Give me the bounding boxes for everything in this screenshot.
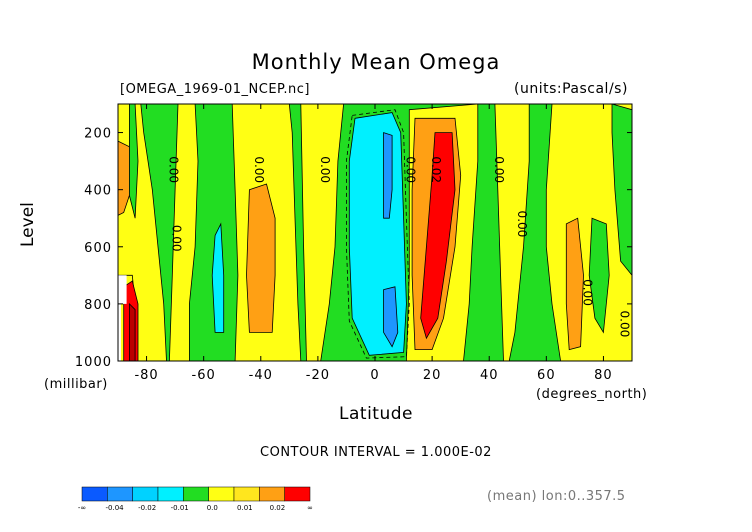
x-tick-label-0: -80: [134, 368, 158, 383]
region-cyan-equator: [348, 112, 407, 356]
colorbar-label-0: -∞: [78, 504, 86, 512]
region-red-north20: [420, 132, 456, 340]
region-darkred-southpole-low: [129, 302, 136, 362]
contour-label-2: 0.00: [252, 156, 266, 183]
x-tick-label-5: 20: [423, 368, 442, 383]
region-yellow-north50: [494, 103, 530, 362]
x-tick-label-8: 80: [594, 368, 613, 383]
contour-label-0: 0.00: [166, 156, 180, 183]
contour-labels: 0.00 0.00 0.00 0.00 0.00 0.02 0.00 0.00 0.00 0.00: [166, 156, 631, 337]
y-tick-label-4: 1000: [75, 355, 112, 370]
x-tick-label-2: -40: [249, 368, 273, 383]
region-orange-north70: [565, 217, 584, 351]
contour-label-1: 0.00: [169, 225, 183, 252]
region-blue-equator-lower: [383, 286, 399, 348]
file-label: [OMEGA_1969-01_NCEP.nc]: [120, 82, 310, 97]
x-tick-label-4: 0: [370, 368, 379, 383]
contour-interval-label: CONTOUR INTERVAL = 1.000E-02: [260, 445, 492, 460]
colorbar-swatch-2: [132, 486, 159, 502]
colorbar-label-6: 0.02: [270, 504, 286, 512]
x-axis-ticks: -80 -60 -40 -20 0 20 40 60 80: [134, 104, 612, 383]
footer-mean-label: (mean) lon:0..357.5: [487, 489, 626, 504]
colorbar-swatch-1: [107, 486, 133, 502]
contour-lines: [346, 109, 410, 359]
region-yellow-minus20: [300, 103, 345, 362]
colorbar-label-3: -0.01: [171, 504, 189, 512]
x-tick-label-3: -20: [306, 368, 330, 383]
y-tick-label-3: 800: [84, 298, 112, 313]
chart-title: Monthly Mean Omega: [251, 50, 501, 74]
x-tick-label-1: -60: [192, 368, 216, 383]
y-axis-ticks: 200 400 600 800 1000: [75, 127, 632, 370]
y-tick-label-1: 400: [84, 184, 112, 199]
colorbar-swatch-4: [183, 486, 209, 502]
contour-label-6: 0.00: [492, 156, 506, 183]
units-label: (units:Pascal/s): [514, 81, 628, 97]
colorbar-swatch-6: [233, 486, 260, 502]
contour-label-5: 0.02: [429, 156, 443, 183]
colorbar: -∞ -0.04 -0.02 -0.01 0.0 0.01 0.02 ∞: [78, 486, 313, 512]
contour-line-negative: [346, 109, 410, 359]
colorbar-label-4: 0.0: [207, 504, 218, 512]
contour-label-7: 0.00: [515, 211, 529, 238]
colorbar-swatch-0: [81, 486, 108, 502]
x-tick-label-6: 40: [480, 368, 499, 383]
x-tick-label-7: 60: [537, 368, 556, 383]
colorbar-swatch-3: [157, 486, 184, 502]
region-green-north75: [588, 217, 610, 334]
x-axis-label: Latitude: [339, 404, 413, 424]
contour-label-9: 0.00: [618, 311, 632, 338]
region-cyan-minus55: [211, 222, 225, 333]
region-yellow-minus60: [168, 103, 199, 362]
region-blue-equator-upper: [383, 132, 393, 219]
colorbar-label-5: 0.01: [237, 504, 253, 512]
colorbar-label-2: -0.02: [138, 504, 156, 512]
missing-data-block: [118, 275, 127, 361]
contour-fills: [117, 103, 633, 362]
colorbar-swatch-8: [284, 486, 311, 502]
y-tick-label-2: 600: [84, 241, 112, 256]
contour-label-4: 0.00: [403, 156, 417, 183]
colorbar-swatch-5: [208, 486, 235, 502]
contour-label-3: 0.00: [318, 156, 332, 183]
colorbar-label-1: -0.04: [106, 504, 125, 512]
colorbar-swatch-7: [259, 486, 285, 502]
y-axis-unit: (millibar): [44, 377, 108, 392]
x-axis-unit: (degrees_north): [536, 387, 648, 402]
colorbar-label-7: ∞: [307, 504, 313, 512]
y-tick-label-0: 200: [84, 127, 112, 142]
contour-label-8: 0.00: [580, 279, 594, 306]
region-orange-minus40: [246, 183, 276, 333]
